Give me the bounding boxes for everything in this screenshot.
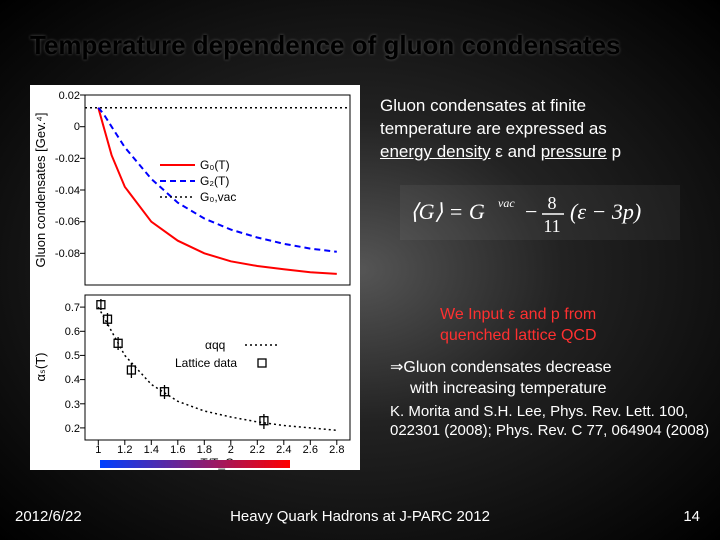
top-legend: G₀(T) G₂(T) G₀,vac bbox=[160, 158, 236, 204]
svg-text:vac: vac bbox=[498, 196, 515, 210]
svg-text:G₀,vac: G₀,vac bbox=[200, 190, 236, 204]
svg-text:G₂(T): G₂(T) bbox=[200, 174, 229, 188]
bottom-ylabel: αₛ(T) bbox=[33, 353, 48, 382]
svg-text:0.6: 0.6 bbox=[65, 326, 80, 338]
svg-text:0.3: 0.3 bbox=[65, 399, 80, 411]
top-yticks: 0.02 0 -0.02 -0.04 -0.06 -0.08 bbox=[55, 90, 85, 260]
svg-text:-0.02: -0.02 bbox=[55, 153, 80, 165]
svg-text:2: 2 bbox=[228, 444, 234, 456]
bottom-legend: αqq Lattice data bbox=[175, 338, 280, 370]
svg-text:1.2: 1.2 bbox=[117, 444, 132, 456]
svg-text:(ε − 3p): (ε − 3p) bbox=[570, 199, 641, 224]
conclusion-text: ⇒Gluon condensates decrease with increas… bbox=[390, 358, 710, 400]
svg-text:0.02: 0.02 bbox=[59, 90, 80, 102]
intro-l3b: ε and bbox=[491, 142, 541, 161]
intro-l1: Gluon condensates at finite bbox=[380, 96, 586, 115]
svg-text:−: − bbox=[525, 199, 537, 224]
svg-text:0.4: 0.4 bbox=[65, 374, 80, 386]
bottom-yticks: 0.7 0.6 0.5 0.4 0.3 0.2 bbox=[65, 302, 85, 435]
intro-l3a: energy density bbox=[380, 142, 491, 161]
svg-text:1.8: 1.8 bbox=[197, 444, 212, 456]
svg-text:2.2: 2.2 bbox=[250, 444, 265, 456]
svg-text:-0.06: -0.06 bbox=[55, 216, 80, 228]
svg-text:0.7: 0.7 bbox=[65, 302, 80, 314]
chart-panel: 0.02 0 -0.02 -0.04 -0.06 -0.08 Gluon con… bbox=[30, 85, 360, 470]
svg-text:G₀(T): G₀(T) bbox=[200, 158, 230, 172]
concl-l2: with increasing temperature bbox=[390, 380, 607, 397]
svg-text:2.4: 2.4 bbox=[276, 444, 291, 456]
concl-l1: ⇒Gluon condensates decrease bbox=[390, 359, 612, 376]
svg-text:1: 1 bbox=[95, 444, 101, 456]
intro-l3c: pressure bbox=[541, 142, 607, 161]
temperature-gradient-bar bbox=[100, 460, 290, 468]
intro-l2: temperature are expressed as bbox=[380, 119, 607, 138]
svg-text:0: 0 bbox=[74, 121, 80, 133]
svg-text:-0.04: -0.04 bbox=[55, 185, 80, 197]
svg-text:αqq: αqq bbox=[205, 338, 225, 352]
svg-text:2.6: 2.6 bbox=[303, 444, 318, 456]
red-l2: quenched lattice QCD bbox=[440, 327, 597, 344]
citation-text: K. Morita and S.H. Lee, Phys. Rev. Lett.… bbox=[390, 403, 710, 441]
svg-text:⟨G⟩ = G: ⟨G⟩ = G bbox=[410, 199, 485, 224]
red-l1: We Input ε and p from bbox=[440, 306, 596, 323]
top-chart: 0.02 0 -0.02 -0.04 -0.06 -0.08 Gluon con… bbox=[33, 90, 350, 285]
top-ylabel: Gluon condensates [Gev.⁴] bbox=[33, 113, 48, 268]
bottom-xticks: 1 1.2 1.4 1.6 1.8 2 2.2 2.4 2.6 2.8 bbox=[95, 440, 344, 456]
svg-text:1.4: 1.4 bbox=[144, 444, 159, 456]
svg-text:-0.08: -0.08 bbox=[55, 248, 80, 260]
svg-text:11: 11 bbox=[543, 216, 560, 236]
charts-svg: 0.02 0 -0.02 -0.04 -0.06 -0.08 Gluon con… bbox=[30, 85, 360, 470]
formula: ⟨G⟩ = G vac − 8 11 (ε − 3p) bbox=[400, 185, 680, 240]
svg-text:8: 8 bbox=[548, 193, 557, 213]
footer-center: Heavy Quark Hadrons at J-PARC 2012 bbox=[0, 508, 720, 525]
bottom-chart: 0.7 0.6 0.5 0.4 0.3 0.2 1 1.2 1.4 1.6 1.… bbox=[33, 295, 350, 470]
svg-text:2.8: 2.8 bbox=[329, 444, 344, 456]
svg-text:0.2: 0.2 bbox=[65, 423, 80, 435]
slide-title: Temperature dependence of gluon condensa… bbox=[30, 30, 620, 61]
footer-page: 14 bbox=[683, 508, 700, 525]
svg-text:Lattice data: Lattice data bbox=[175, 356, 237, 370]
intro-l3d: p bbox=[607, 142, 621, 161]
red-note: We Input ε and p from quenched lattice Q… bbox=[440, 305, 690, 347]
svg-text:0.5: 0.5 bbox=[65, 350, 80, 362]
intro-text: Gluon condensates at finite temperature … bbox=[380, 95, 700, 164]
svg-text:1.6: 1.6 bbox=[170, 444, 185, 456]
